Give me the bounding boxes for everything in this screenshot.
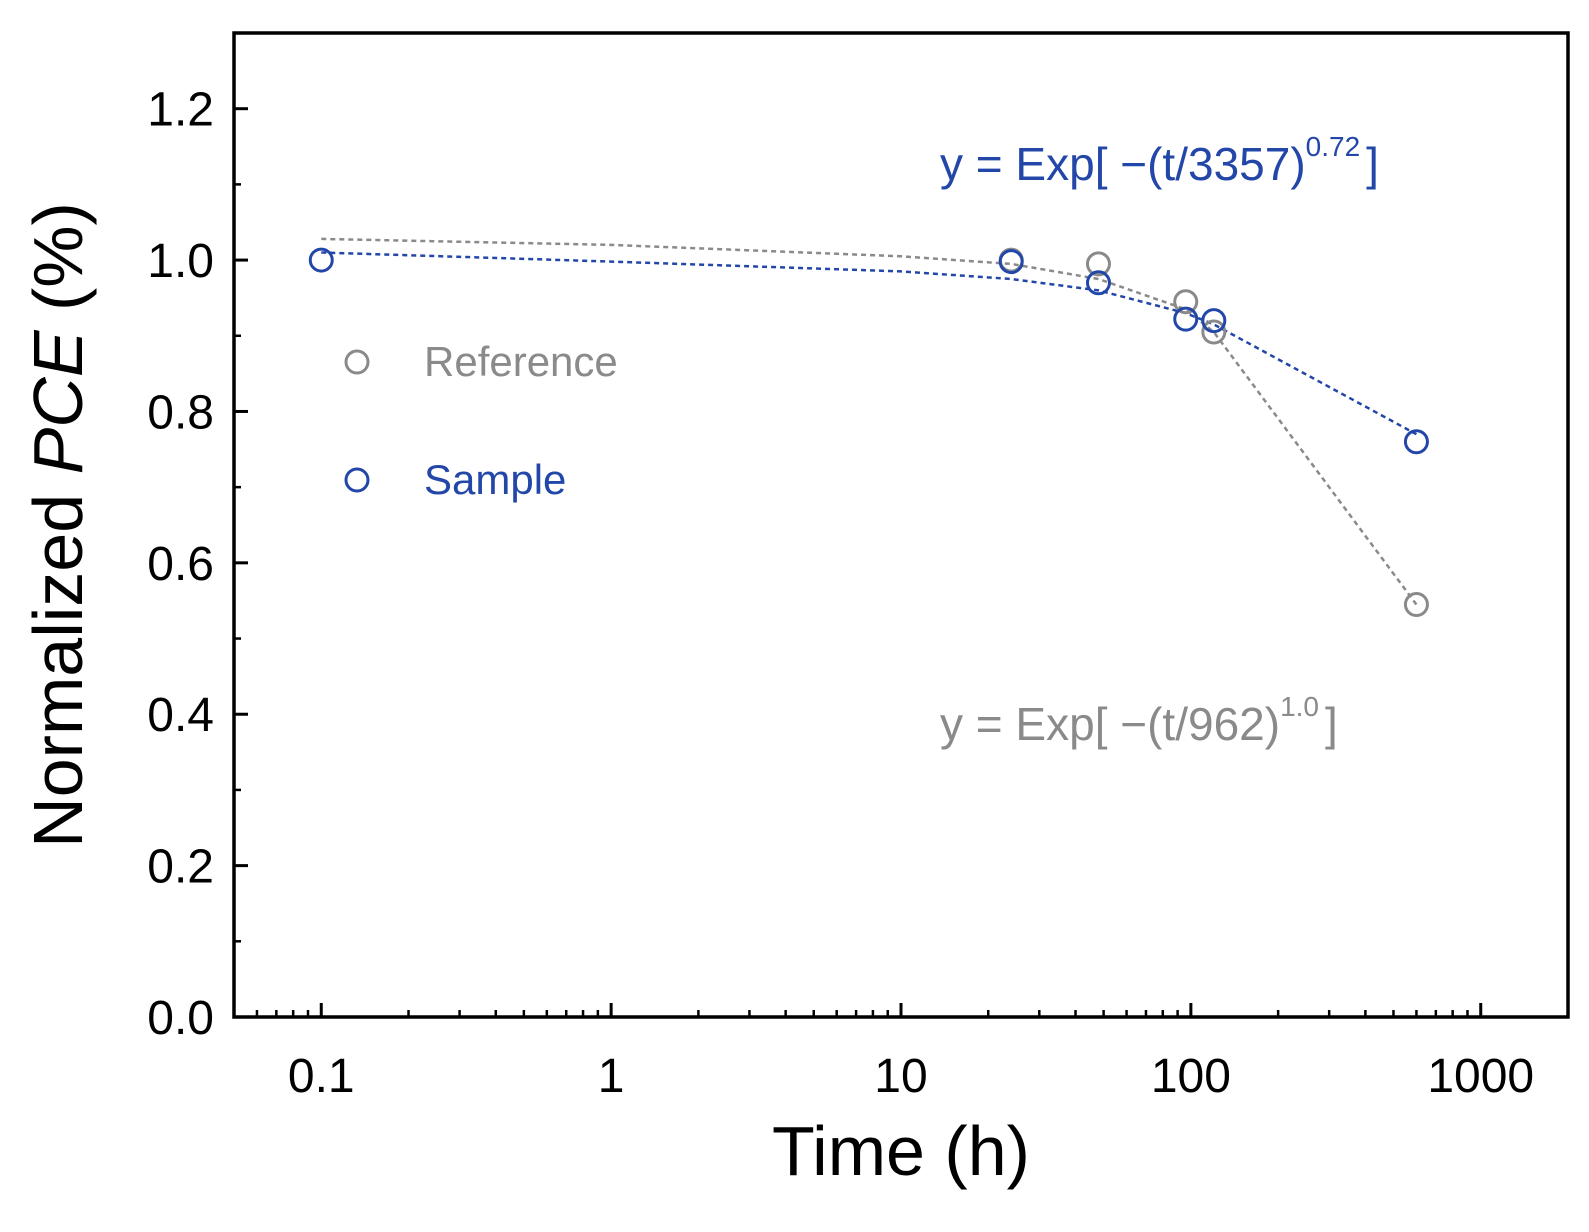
fit-curves [321, 237, 1418, 606]
y-axis-title-suffix: (%) [19, 202, 97, 330]
x-tick-label: 100 [1151, 1050, 1231, 1103]
sample-data-point [1085, 270, 1111, 296]
fit-equations: y = Exp[ −(t/962)1.0]y = Exp[ −(t/3357)0… [940, 131, 1379, 750]
x-tick-label: 1000 [1427, 1050, 1534, 1103]
x-tick-label: 10 [874, 1050, 927, 1103]
legend-label-sample: Sample [424, 456, 566, 503]
sample-data-point [1173, 306, 1199, 332]
y-axis-title-prefix: Normalized [19, 474, 97, 847]
y-axis-title: Normalized PCE (%) [19, 202, 97, 848]
legend-label-reference: Reference [424, 338, 618, 385]
y-tick-label: 1.2 [147, 84, 214, 137]
equation-close: ] [1325, 698, 1338, 750]
y-tick-label: 0.4 [147, 689, 214, 742]
y-axis-title-italic: PCE [19, 329, 97, 474]
legend: Reference Sample [344, 338, 618, 503]
reference-data-point [1173, 289, 1199, 315]
y-tick-label: 0.8 [147, 386, 214, 439]
reference-data-point [1403, 591, 1429, 617]
axis-titles: Time (h) Normalized PCE (%) [19, 202, 1030, 1190]
reference-data-point [1201, 319, 1227, 345]
y-tick-label: 0.2 [147, 841, 214, 894]
x-tick-label: 0.1 [288, 1050, 355, 1103]
equation-exponent: 0.72 [1306, 131, 1361, 162]
y-tick-label: 1.0 [147, 235, 214, 288]
data-points [308, 247, 1429, 617]
equation-main: y = Exp[ −(t/3357) [940, 138, 1306, 190]
y-tick-label: 0.0 [147, 992, 214, 1045]
legend-marker-sample [344, 467, 370, 493]
fit-equation-sample: y = Exp[ −(t/3357)0.72] [940, 131, 1379, 190]
legend-marker-reference [344, 349, 370, 375]
equation-exponent: 1.0 [1280, 691, 1319, 722]
reference-data-point [1085, 251, 1111, 277]
fit-equation-reference: y = Exp[ −(t/962)1.0] [940, 691, 1338, 750]
equation-close: ] [1366, 138, 1379, 190]
sample-data-point [1403, 429, 1429, 455]
sample-data-point [998, 249, 1024, 275]
sample-data-point [1201, 308, 1227, 334]
sample-data-point [308, 247, 334, 273]
x-tick-label: 1 [598, 1050, 625, 1103]
equation-main: y = Exp[ −(t/962) [940, 698, 1280, 750]
axis-ticks: 0.1 1 10 100 1000 0.0 0.2 0.4 0.6 0.8 1.0 1.2 [147, 31, 1534, 1103]
x-axis-title: Time (h) [772, 1112, 1030, 1190]
reference-fit-curve [321, 237, 1418, 606]
y-tick-label: 0.6 [147, 538, 214, 591]
